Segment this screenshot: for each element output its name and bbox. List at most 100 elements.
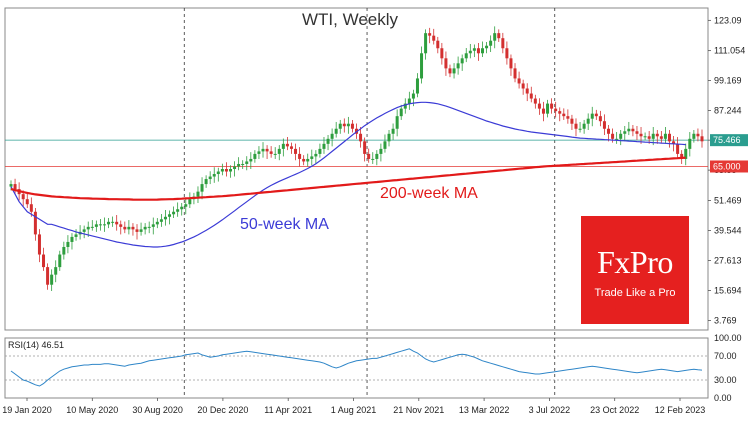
y-tick-label: 15.694: [714, 286, 742, 296]
candle-body: [485, 45, 489, 49]
candle-body: [598, 116, 602, 122]
candle-body: [310, 156, 314, 159]
candle-body: [220, 169, 224, 172]
candle-body: [651, 133, 655, 139]
candle-body: [643, 136, 647, 138]
candle-body: [269, 151, 273, 154]
candle-body: [257, 151, 261, 154]
candle-body: [395, 116, 399, 129]
candle-body: [659, 136, 663, 139]
ma50-line: [10, 101, 686, 248]
x-tick-label: 11 Apr 2021: [264, 405, 312, 415]
candle-body: [680, 153, 684, 159]
ma200-annotation: 200-week MA: [380, 185, 478, 202]
candle-body: [66, 241, 70, 247]
candle-body: [204, 179, 208, 185]
chart-title: WTI, Weekly: [302, 10, 399, 29]
candle-body: [131, 226, 135, 230]
candle-body: [444, 58, 448, 69]
y-tick-label: 39.544: [714, 226, 742, 236]
candle-body: [684, 148, 688, 159]
candle-body: [42, 254, 46, 268]
candle-body: [314, 153, 318, 157]
candle-body: [70, 236, 74, 242]
x-tick-label: 30 Aug 2020: [132, 405, 183, 415]
candle-body: [562, 113, 566, 117]
candle-body: [554, 108, 558, 112]
candle-body: [273, 153, 277, 155]
candle-body: [37, 234, 41, 255]
candle-body: [460, 58, 464, 64]
candle-body: [676, 143, 680, 154]
candle-body: [578, 128, 582, 130]
candle-body: [33, 211, 37, 235]
candle-body: [168, 214, 172, 217]
candle-body: [115, 221, 119, 225]
candle-body: [241, 163, 245, 165]
candle-body: [74, 234, 78, 237]
rsi-line: [10, 348, 703, 387]
candle-body: [611, 133, 615, 139]
candle-body: [338, 123, 342, 129]
candle-body: [334, 128, 338, 134]
candle-body: [546, 103, 550, 114]
candle-body: [127, 226, 131, 230]
candle-body: [582, 123, 586, 129]
candle-body: [415, 78, 419, 94]
price-level-label-1: 65.000: [713, 161, 741, 171]
candle-body: [623, 131, 627, 134]
candle-body: [371, 158, 375, 160]
candle-body: [489, 40, 493, 46]
candle-body: [184, 204, 188, 207]
candle-body: [570, 118, 574, 124]
candle-body: [253, 153, 257, 159]
fxpro-logo: FxPro Trade Like a Pro: [581, 216, 689, 324]
candle-body: [25, 199, 29, 205]
candle-body: [513, 68, 517, 79]
candle-body: [228, 169, 232, 172]
candle-body: [399, 108, 403, 117]
candle-body: [29, 204, 33, 212]
x-tick-label: 23 Oct 2022: [590, 405, 639, 415]
candle-body: [391, 128, 395, 134]
candle-body: [289, 146, 293, 149]
candle-body: [9, 184, 13, 187]
candle-body: [277, 148, 281, 154]
x-tick-label: 19 Jan 2020: [2, 405, 52, 415]
x-tick-label: 20 Dec 2020: [197, 405, 248, 415]
candle-body: [590, 113, 594, 119]
candle-body: [265, 148, 269, 152]
candle-body: [533, 98, 537, 104]
candle-body: [639, 133, 643, 137]
x-tick-label: 3 Jul 2022: [529, 405, 571, 415]
x-tick-label: 1 Aug 2021: [331, 405, 377, 415]
candle-body: [505, 48, 509, 59]
candle-body: [379, 148, 383, 154]
candle-body: [428, 33, 432, 36]
candle-body: [98, 224, 102, 226]
candle-body: [111, 221, 115, 223]
y-tick-label: 99.169: [714, 76, 742, 86]
candle-body: [541, 108, 545, 114]
candle-body: [667, 133, 671, 142]
candle-body: [529, 93, 533, 99]
candle-body: [464, 53, 468, 59]
candle-body: [619, 133, 623, 139]
candle-body: [82, 229, 86, 232]
candle-body: [180, 206, 184, 210]
candle-body: [58, 254, 62, 268]
candle-body: [574, 123, 578, 129]
candle-body: [472, 48, 476, 51]
candle-body: [602, 121, 606, 129]
candle-body: [86, 226, 90, 230]
main-plot-frame: [4, 7, 709, 331]
candle-body: [607, 128, 611, 134]
rsi-tick-label: 70.00: [714, 351, 737, 361]
rsi-tick-label: 100.00: [714, 333, 742, 343]
candle-body: [188, 199, 192, 205]
candle-body: [147, 226, 151, 228]
candle-body: [196, 191, 200, 197]
candle-body: [493, 33, 497, 41]
candle-body: [456, 63, 460, 69]
fxpro-logo-main: FxPro: [597, 244, 673, 280]
